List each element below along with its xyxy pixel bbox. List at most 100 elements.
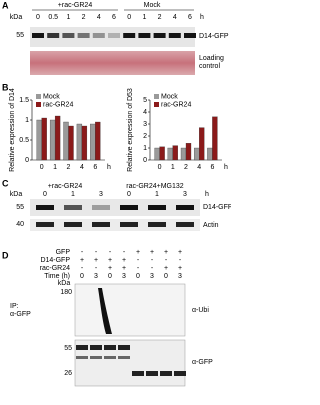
legend-label: rac-GR24 <box>43 101 73 108</box>
y-tick-label: 2 <box>143 133 147 140</box>
cell: - <box>137 265 140 272</box>
bar <box>185 143 192 161</box>
band <box>62 33 75 38</box>
label: Mock <box>144 2 161 9</box>
band <box>160 371 172 376</box>
bar <box>36 119 42 161</box>
band <box>120 205 138 210</box>
legend-swatch <box>36 102 41 107</box>
label: Loading <box>199 55 224 62</box>
blot-a <box>30 27 195 47</box>
panel-label: D <box>2 250 9 260</box>
blot-c <box>30 199 200 216</box>
band <box>90 345 102 350</box>
bar <box>159 146 165 161</box>
band <box>32 33 44 38</box>
cell: + <box>150 249 154 256</box>
band <box>118 356 130 359</box>
label: 6 <box>188 14 192 21</box>
label: 4 <box>97 14 101 21</box>
y-tick-label: 3 <box>143 121 147 128</box>
band <box>64 205 82 210</box>
y-tick-label: 0.5 <box>19 137 29 144</box>
y-axis-label: Relative expression of D14 <box>9 88 16 172</box>
x-tick-label: 2 <box>184 164 188 171</box>
cell: + <box>164 265 168 272</box>
label: 26 <box>64 370 72 377</box>
bar <box>54 115 61 161</box>
cell: + <box>94 257 98 264</box>
band <box>36 205 54 210</box>
bar <box>212 116 218 161</box>
cell: - <box>109 249 112 256</box>
label: IP: <box>10 303 19 310</box>
band <box>92 222 110 227</box>
cell: 0 <box>108 273 112 280</box>
bar <box>95 121 101 161</box>
y-tick-label: 0 <box>25 157 29 164</box>
cell: 0 <box>80 273 84 280</box>
legend-label: Mock <box>43 93 60 100</box>
legend-swatch <box>154 94 159 99</box>
label: 1 <box>155 191 159 198</box>
x-tick-label: 1 <box>53 164 57 171</box>
row-label: Time (h) <box>44 273 70 280</box>
x-unit: h <box>107 164 111 171</box>
x-unit: h <box>224 164 228 171</box>
label: Actin <box>203 222 219 229</box>
bar <box>68 125 74 161</box>
legend-label: Mock <box>161 93 178 100</box>
bar <box>81 125 88 161</box>
band <box>176 205 194 210</box>
cell: - <box>151 257 154 264</box>
cell: - <box>179 257 182 264</box>
label: D14-GFP <box>203 204 231 211</box>
cell: + <box>108 257 112 264</box>
label: 180 <box>60 289 72 296</box>
band <box>146 371 158 376</box>
cell: + <box>178 265 182 272</box>
band <box>90 356 102 359</box>
x-tick-label: 6 <box>93 164 97 171</box>
bar <box>90 123 96 161</box>
band <box>104 345 116 350</box>
ubi-smear <box>98 288 112 334</box>
label: 0 <box>43 191 47 198</box>
cell: 3 <box>150 273 154 280</box>
label: 0 <box>36 14 40 21</box>
bar <box>172 145 178 161</box>
band <box>138 33 151 38</box>
cell: - <box>165 257 168 264</box>
band <box>120 222 138 227</box>
cell: + <box>136 249 140 256</box>
bar <box>180 147 187 161</box>
cell: 0 <box>136 273 140 280</box>
row-label: GFP <box>56 249 71 256</box>
x-tick-label: 4 <box>80 164 84 171</box>
panel-label: A <box>2 0 9 10</box>
legend-swatch <box>36 94 41 99</box>
band <box>132 371 144 376</box>
cell: - <box>123 249 126 256</box>
panel-label: C <box>2 178 9 188</box>
cell: - <box>95 249 98 256</box>
bar <box>167 147 173 161</box>
y-tick-label: 5 <box>143 97 147 104</box>
x-tick-label: 0 <box>40 164 44 171</box>
legend-label: rac-GR24 <box>161 101 191 108</box>
cell: + <box>80 257 84 264</box>
label: 2 <box>82 14 86 21</box>
cell: 3 <box>178 273 182 280</box>
bar <box>41 117 47 161</box>
cell: + <box>178 249 182 256</box>
legend-swatch <box>154 102 159 107</box>
label: 0 <box>127 14 131 21</box>
cell: 3 <box>94 273 98 280</box>
label: 1 <box>142 14 146 21</box>
panel-label: B <box>2 82 9 92</box>
band <box>108 33 120 38</box>
cell: - <box>137 257 140 264</box>
loading-blot <box>30 51 195 75</box>
label: +rac-GR24 <box>58 2 93 9</box>
